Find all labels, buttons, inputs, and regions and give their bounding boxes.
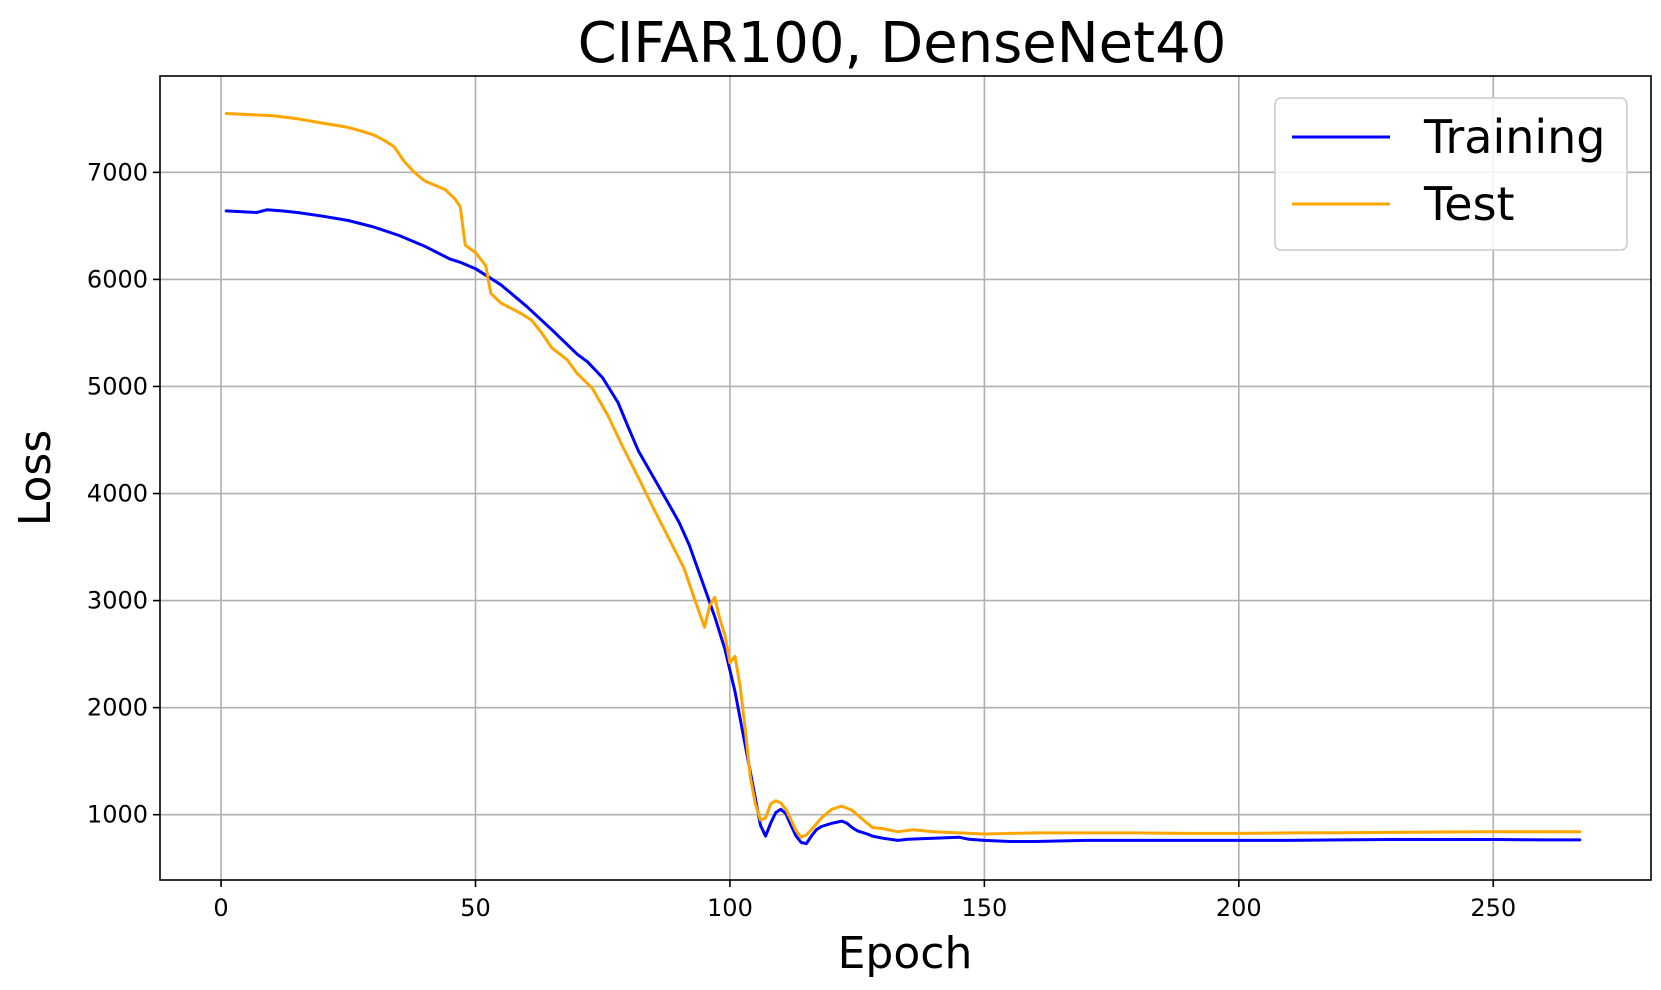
y-tick-label: 3000 — [87, 587, 148, 615]
series-lines — [224, 112, 1582, 846]
series-line-training — [224, 208, 1582, 846]
y-tick-label: 6000 — [87, 265, 148, 293]
grid — [160, 76, 1651, 880]
x-tick-label: 200 — [1216, 894, 1262, 922]
x-tick-label: 100 — [707, 894, 753, 922]
x-tick-label: 50 — [460, 894, 491, 922]
x-axis-label: Epoch — [838, 928, 973, 979]
y-tick-label: 7000 — [87, 158, 148, 186]
y-tick-label: 4000 — [87, 480, 148, 508]
y-axis-label: Loss — [10, 430, 61, 527]
y-tick-label: 1000 — [87, 801, 148, 829]
y-tick-label: 5000 — [87, 372, 148, 400]
chart-title: CIFAR100, DenseNet40 — [578, 11, 1227, 76]
x-tick-label: 0 — [213, 894, 228, 922]
plot-frame — [159, 75, 1652, 881]
series-line-test — [224, 112, 1582, 839]
x-axis-ticks: 0 50 100 150 200 250 — [213, 880, 1516, 922]
x-tick-label: 250 — [1470, 894, 1516, 922]
legend: Training Test — [1274, 97, 1628, 251]
legend-label-training: Training — [1423, 110, 1606, 164]
y-tick-label: 2000 — [87, 694, 148, 722]
legend-label-test: Test — [1423, 177, 1515, 231]
y-axis-ticks: 1000 2000 3000 4000 5000 6000 7000 — [87, 158, 160, 829]
x-tick-label: 150 — [961, 894, 1007, 922]
